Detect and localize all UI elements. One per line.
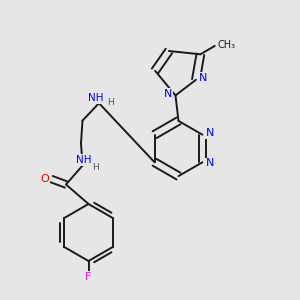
Text: H: H (92, 163, 98, 172)
Text: N: N (199, 73, 207, 83)
Text: N: N (206, 128, 214, 139)
Text: O: O (40, 173, 50, 184)
Text: NH: NH (88, 93, 103, 103)
Text: N: N (206, 158, 214, 169)
Text: H: H (107, 98, 114, 107)
Text: NH: NH (76, 155, 92, 165)
Text: F: F (85, 272, 92, 282)
Text: CH₃: CH₃ (217, 40, 235, 50)
Text: N: N (164, 88, 172, 99)
